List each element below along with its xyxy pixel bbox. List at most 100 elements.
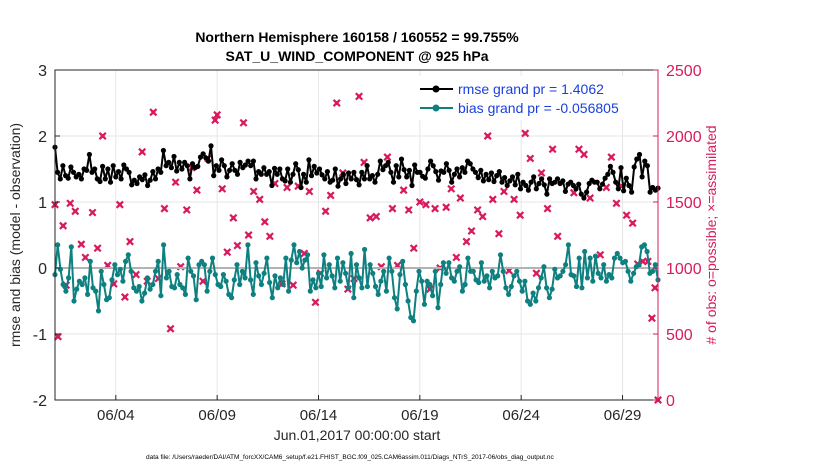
- bias-point: [144, 275, 150, 281]
- obs-assimilated-point: [607, 153, 616, 162]
- rmse-point: [573, 186, 579, 192]
- obs-assimilated-point: [71, 207, 80, 216]
- obs-marker-core: [328, 193, 333, 198]
- obs-assimilated-point: [249, 187, 258, 196]
- bias-point: [340, 260, 346, 266]
- bias-point: [185, 255, 191, 261]
- rmse-point: [78, 176, 84, 182]
- bias-point: [353, 262, 360, 268]
- bias-point: [595, 270, 601, 276]
- obs-assimilated-point: [456, 194, 465, 203]
- rmse-point: [406, 167, 412, 173]
- bias-point: [576, 255, 582, 261]
- rmse-point: [237, 159, 243, 165]
- obs-marker-core: [588, 196, 593, 201]
- obs-assimilated-point: [229, 213, 238, 222]
- rmse-point: [129, 182, 135, 188]
- bias-point: [484, 273, 490, 279]
- rmse-point: [216, 167, 222, 173]
- right-tick-label: 2500: [666, 63, 702, 80]
- rmse-point: [509, 174, 516, 180]
- rmse-point: [76, 171, 82, 177]
- left-tick-label: -2: [33, 393, 47, 410]
- rmse-point: [105, 166, 111, 172]
- obs-assimilated-point: [404, 205, 413, 214]
- x-axis: 06/04 06/09 06/14 06/19 06/24 06/29: [97, 395, 641, 424]
- rmse-point: [147, 177, 153, 183]
- bias-point: [579, 285, 585, 291]
- rmse-point: [184, 163, 190, 169]
- obs-marker-core: [649, 316, 654, 321]
- rmse-point: [491, 178, 497, 185]
- obs-assimilated-point: [526, 154, 535, 163]
- rmse-point: [642, 158, 648, 164]
- obs-assimilated-point: [494, 229, 503, 238]
- bias-point: [231, 277, 237, 283]
- obs-assimilated-point: [462, 237, 471, 246]
- rmse-series: [52, 143, 661, 201]
- rmse-point: [118, 176, 124, 182]
- bias-point: [180, 285, 186, 291]
- obs-assimilated-point: [628, 219, 637, 228]
- bias-point: [446, 260, 452, 266]
- bias-point: [109, 277, 115, 283]
- bias-point: [413, 288, 419, 294]
- rmse-point: [451, 171, 457, 177]
- obs-assimilated-point: [138, 147, 147, 156]
- rmse-point: [150, 169, 156, 175]
- rmse-point: [621, 188, 627, 194]
- bias-point: [142, 290, 148, 296]
- bias-point: [351, 295, 357, 301]
- rmse-point: [290, 171, 296, 177]
- rmse-point: [499, 179, 505, 185]
- rmse-point: [578, 191, 584, 197]
- obs-assimilated-point: [421, 200, 430, 209]
- bias-point: [400, 258, 406, 264]
- rmse-point: [134, 180, 140, 187]
- bias-point: [85, 291, 91, 297]
- bias-point: [435, 305, 441, 311]
- obs-marker-core: [534, 271, 539, 276]
- bias-point: [63, 288, 69, 294]
- obs-marker-core: [200, 279, 205, 284]
- obs-assimilated-point: [537, 168, 546, 177]
- rmse-point: [356, 182, 362, 188]
- bias-point: [381, 268, 387, 274]
- obs-marker-core: [576, 147, 581, 152]
- rmse-point: [393, 163, 399, 169]
- bias-point: [402, 281, 408, 288]
- obs-assimilated-point: [447, 184, 456, 193]
- bias-point: [133, 288, 140, 294]
- obs-marker-core: [464, 239, 469, 244]
- left-tick-label: 3: [38, 63, 47, 80]
- obs-marker-core: [480, 214, 485, 219]
- bias-point: [386, 255, 392, 261]
- obs-assimilated-point: [478, 212, 487, 221]
- bias-point: [288, 257, 294, 263]
- bias-point: [438, 281, 444, 288]
- bias-point: [74, 286, 80, 292]
- bias-point: [394, 306, 400, 312]
- bias-point: [332, 285, 338, 291]
- obs-marker-core: [582, 152, 587, 157]
- rmse-point: [211, 173, 217, 179]
- rmse-point: [375, 171, 381, 177]
- rmse-point: [322, 176, 328, 182]
- bias-point: [364, 283, 370, 290]
- obs-assimilated-point: [66, 199, 75, 208]
- rmse-point: [623, 175, 629, 181]
- bias-point: [573, 283, 580, 290]
- obs-marker-core: [151, 110, 156, 115]
- rmse-point: [353, 177, 360, 183]
- rmse-point: [404, 174, 410, 180]
- rmse-point: [544, 191, 550, 197]
- obs-assimilated-point: [59, 221, 68, 230]
- obs-assimilated-point: [332, 99, 341, 107]
- bias-point: [128, 268, 134, 274]
- rmse-point: [454, 166, 460, 172]
- obs-marker-core: [571, 190, 576, 195]
- obs-assimilated-point: [311, 298, 320, 307]
- rmse-point: [113, 174, 119, 180]
- obs-assimilated-point: [166, 324, 175, 333]
- bias-point: [430, 293, 436, 299]
